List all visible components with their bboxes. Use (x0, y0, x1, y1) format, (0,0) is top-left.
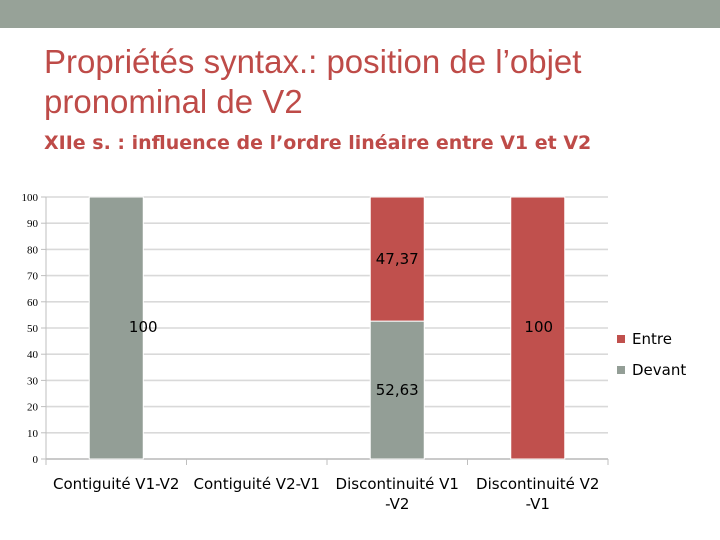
top-banner (0, 0, 720, 28)
y-tick-label: 70 (27, 271, 39, 283)
y-tick-label: 30 (27, 375, 39, 387)
legend-swatch-entre (617, 335, 625, 343)
data-label: 100 (524, 318, 553, 336)
y-tick-label: 80 (27, 244, 39, 256)
bar-devant (88, 196, 144, 460)
legend-label-devant: Devant (632, 361, 686, 379)
y-tick-label: 50 (27, 323, 39, 335)
category-label: -V2 (385, 495, 409, 513)
bar-devant (369, 320, 425, 460)
category-label: Discontinuité V2 (476, 475, 599, 493)
data-label: 52,63 (376, 381, 419, 399)
y-tick-label: 100 (22, 192, 39, 204)
category-label: Contiguité V1-V2 (53, 475, 179, 493)
bar-entre (369, 196, 425, 322)
y-tick-label: 60 (27, 297, 39, 309)
y-tick-label: 0 (33, 454, 39, 466)
slide-subtitle: XIIe s. : influence de l’ordre linéaire … (44, 132, 592, 154)
y-tick-label: 10 (27, 428, 39, 440)
slide-title: Propriétés syntax.: position de l’objet … (44, 43, 582, 120)
y-tick-label: 40 (27, 349, 39, 361)
y-tick-label: 20 (27, 402, 39, 414)
category-label: Contiguité V2-V1 (194, 475, 320, 493)
bar-entre (510, 196, 566, 460)
y-tick-label: 90 (27, 218, 39, 230)
data-label: 47,37 (376, 250, 419, 268)
category-label: Discontinuité V1 (336, 475, 459, 493)
legend-label-entre: Entre (632, 330, 672, 348)
legend-swatch-devant (617, 366, 625, 374)
data-label: 100 (129, 318, 158, 336)
category-label: -V1 (526, 495, 550, 513)
